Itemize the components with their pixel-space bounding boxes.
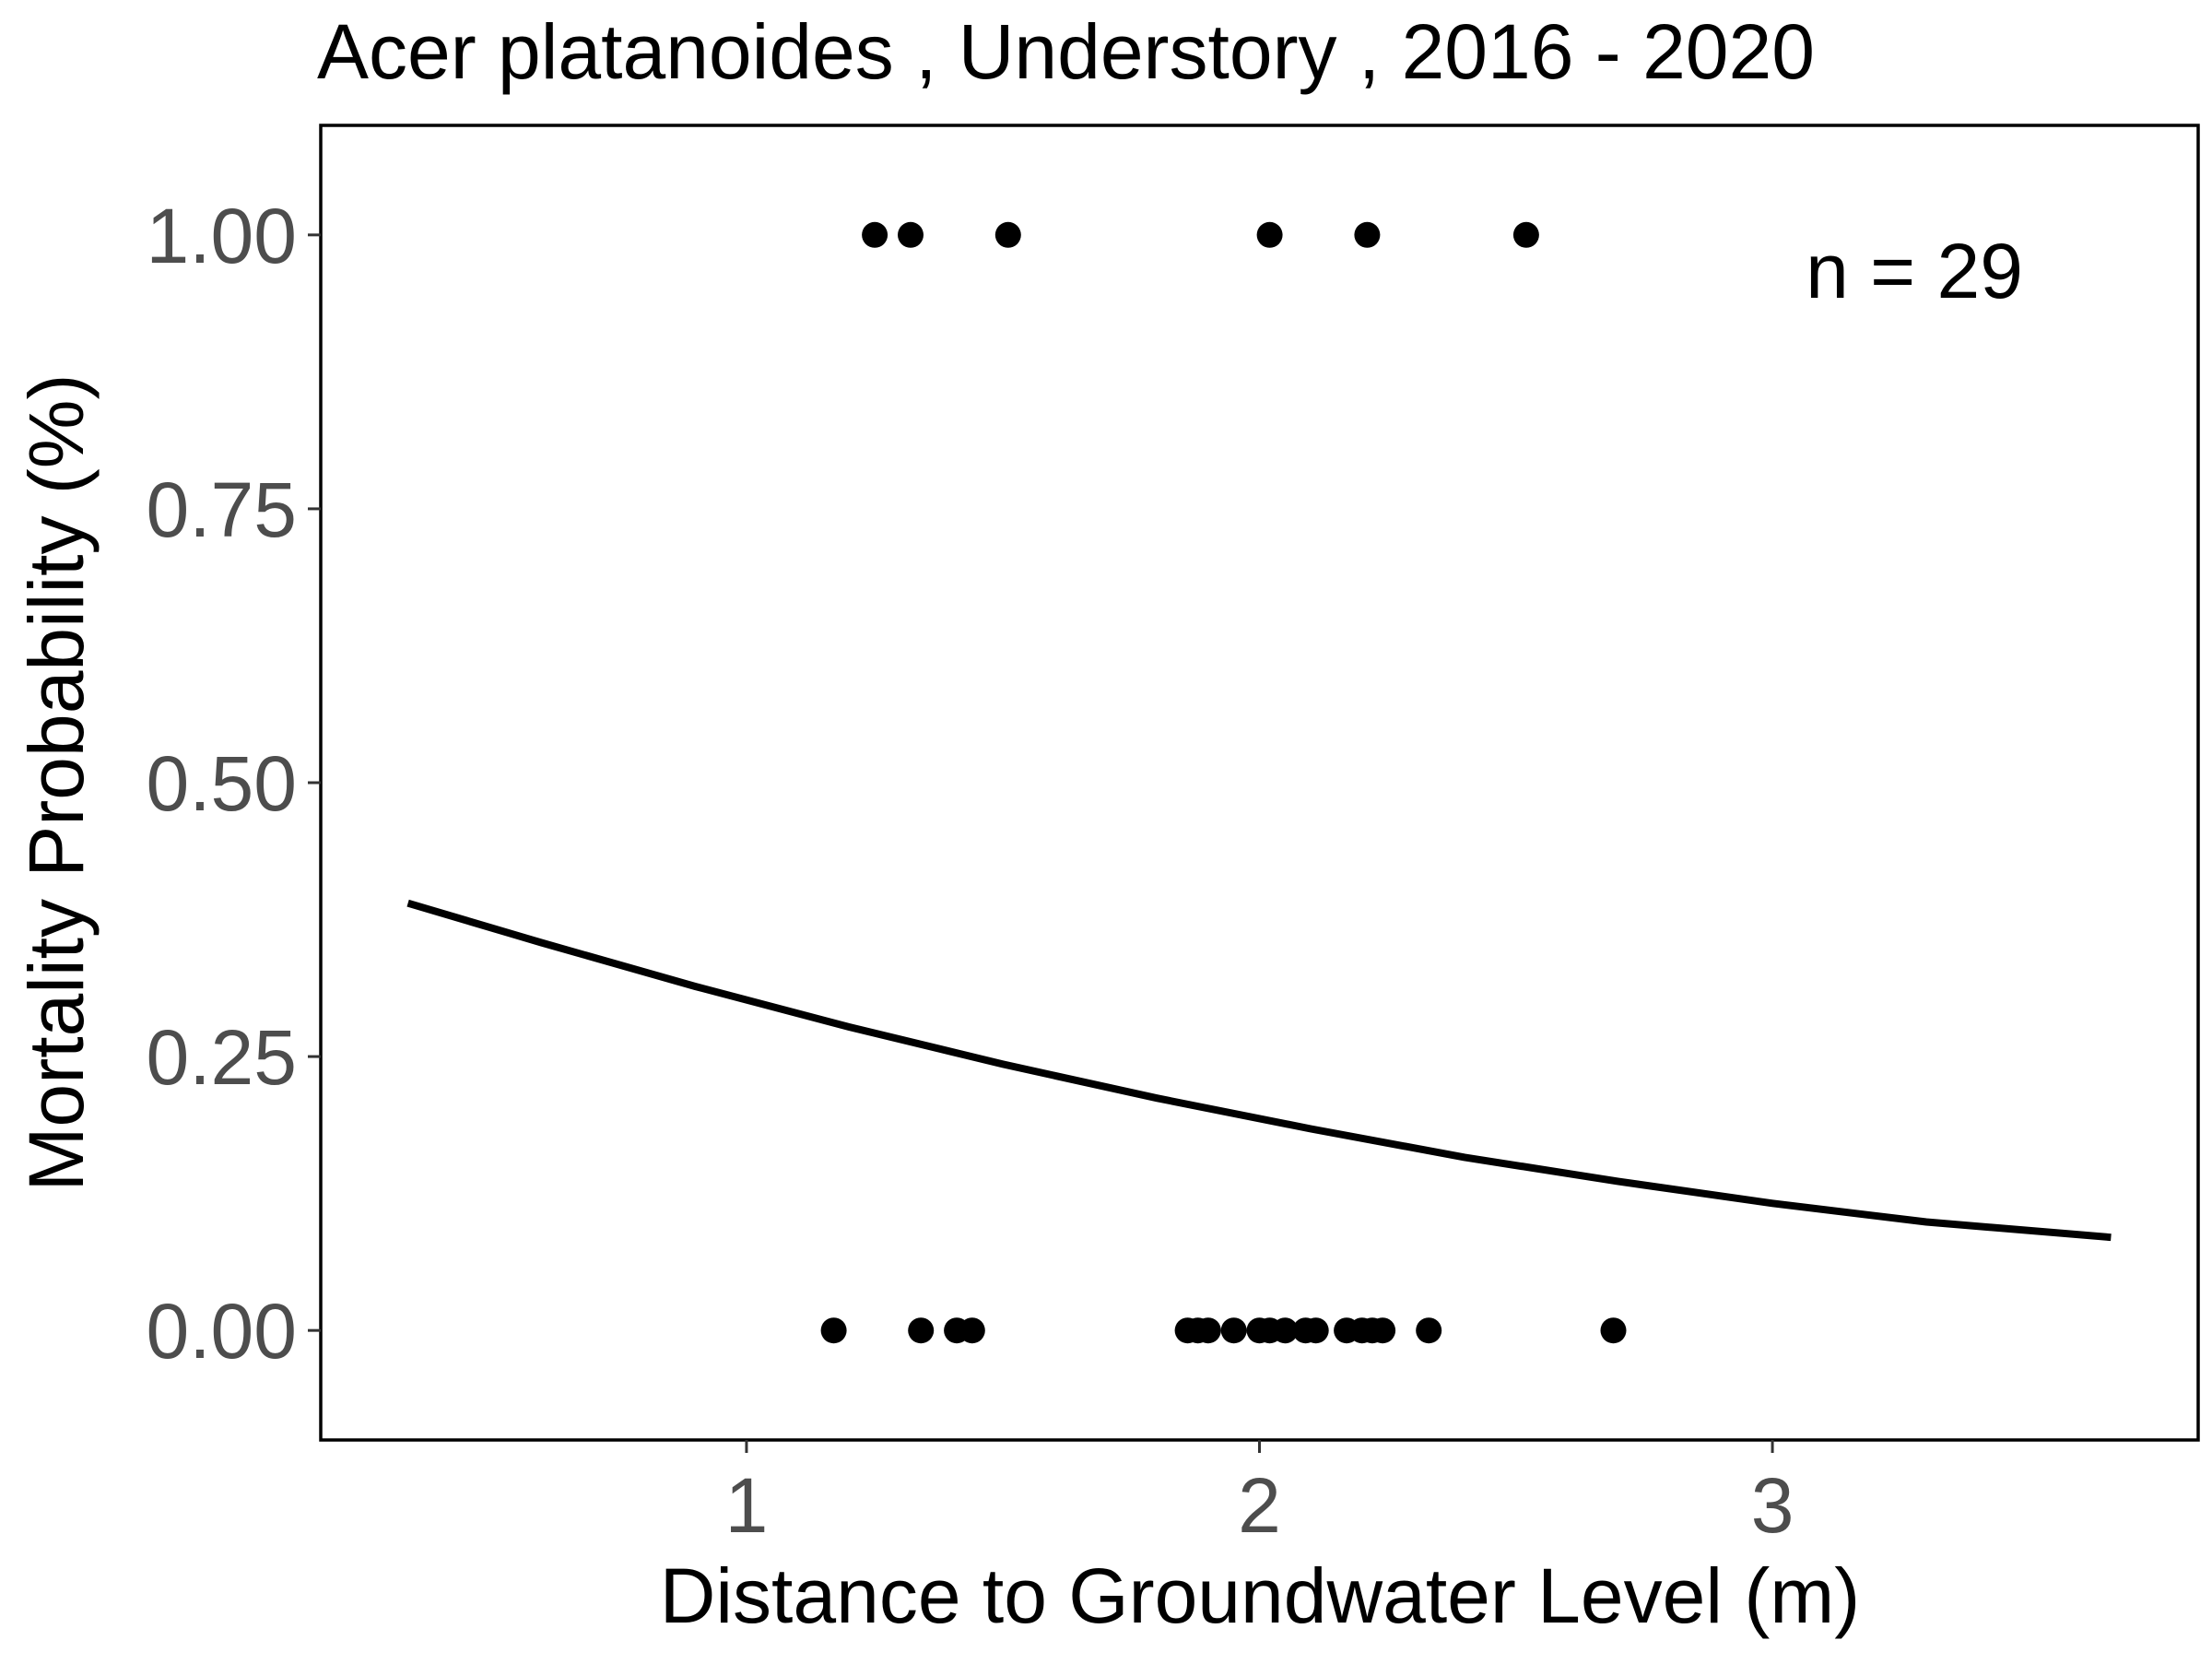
data-point bbox=[1600, 1317, 1627, 1344]
x-axis-ticks: 1 2 3 bbox=[725, 1440, 1794, 1549]
y-tick-label: 0.75 bbox=[147, 466, 298, 553]
data-point bbox=[1370, 1317, 1396, 1344]
data-point bbox=[898, 221, 924, 248]
plot-panel bbox=[319, 124, 2200, 1442]
data-point bbox=[994, 221, 1021, 248]
x-tick-label: 3 bbox=[1751, 1462, 1794, 1549]
data-point bbox=[908, 1317, 935, 1344]
data-point bbox=[1220, 1317, 1247, 1344]
series-layer bbox=[406, 221, 2112, 1344]
data-point bbox=[1194, 1317, 1221, 1344]
y-axis-label: Mortality Probability (%) bbox=[13, 374, 100, 1192]
data-point bbox=[1272, 1317, 1299, 1344]
data-point bbox=[1512, 221, 1539, 248]
data-point bbox=[820, 1317, 847, 1344]
x-axis-label: Distance to Groundwater Level (m) bbox=[660, 1552, 1861, 1639]
fit-line bbox=[406, 899, 2112, 1242]
x-tick-label: 2 bbox=[1238, 1462, 1281, 1549]
sample-size-annotation: n = 29 bbox=[1806, 228, 2023, 314]
y-tick-label: 0.00 bbox=[147, 1288, 298, 1375]
y-tick-label: 1.00 bbox=[147, 193, 298, 279]
chart-title: Acer platanoides , Understory , 2016 - 2… bbox=[317, 8, 1815, 95]
data-point bbox=[1416, 1317, 1442, 1344]
data-point bbox=[959, 1317, 985, 1344]
x-tick-label: 1 bbox=[725, 1462, 769, 1549]
data-point bbox=[1354, 221, 1381, 248]
y-tick-label: 0.50 bbox=[147, 740, 298, 827]
data-point bbox=[862, 221, 888, 248]
data-point bbox=[1302, 1317, 1329, 1344]
y-axis-ticks: 0.00 0.25 0.50 0.75 1.00 bbox=[147, 193, 321, 1375]
y-tick-label: 0.25 bbox=[147, 1014, 298, 1101]
data-point bbox=[1256, 221, 1283, 248]
